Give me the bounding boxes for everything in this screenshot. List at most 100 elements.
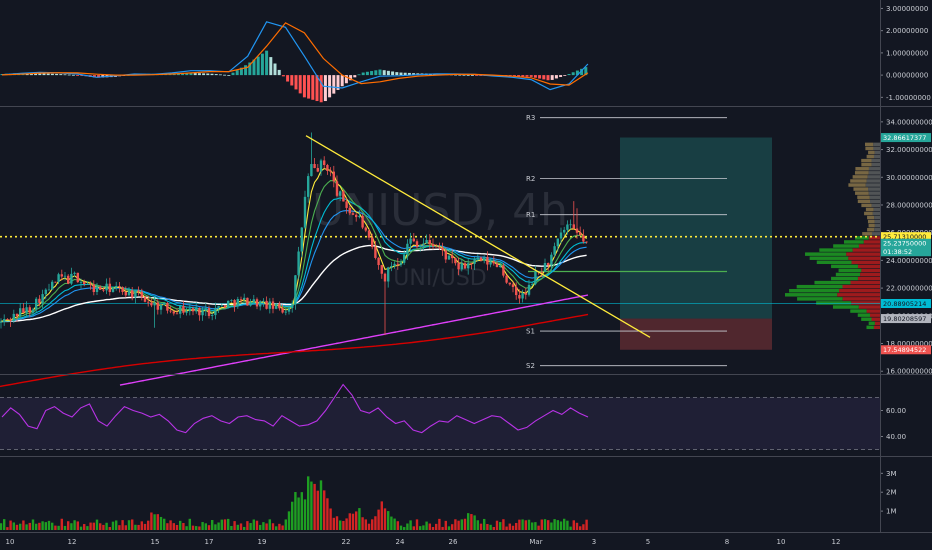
candle-body: [486, 257, 489, 265]
volume-profile-bar: [866, 325, 874, 330]
candle-body: [95, 286, 99, 293]
volume-bar: [441, 526, 444, 530]
price-label: 25.23750000: [881, 238, 931, 248]
volume-bar: [79, 526, 83, 530]
volume-profile-bar: [865, 142, 874, 147]
volume-bar: [505, 526, 508, 530]
candle-body: [111, 287, 115, 293]
volume-bar: [499, 522, 502, 530]
volume-bar: [451, 524, 454, 530]
volume-profile-bar: [868, 236, 880, 240]
candle-body: [63, 275, 67, 277]
candle-body: [278, 303, 281, 309]
candle-body: [313, 164, 316, 169]
volume-profile-bar: [850, 179, 867, 183]
volume-bar: [211, 519, 214, 530]
candle-body: [153, 302, 156, 306]
time-tick-label: 22: [342, 538, 351, 546]
volume-bar: [6, 527, 9, 530]
candle-body: [371, 237, 374, 247]
candle-body: [175, 313, 179, 315]
volume-bar: [307, 476, 310, 530]
volume-bar: [51, 522, 54, 530]
macd-histogram-bar: [181, 73, 185, 76]
volume-profile-bar: [835, 272, 861, 277]
candle-body: [374, 246, 377, 258]
volume-bar: [9, 520, 12, 530]
candle-body: [534, 271, 537, 285]
volume-bar: [387, 511, 390, 530]
candle-body: [495, 263, 499, 268]
candle-body: [355, 214, 358, 218]
candle-body: [182, 305, 185, 313]
candle-body: [262, 300, 265, 302]
macd-histogram-bar: [550, 75, 554, 80]
macd-histogram-bar: [554, 75, 558, 79]
volume-profile-bar: [837, 293, 880, 297]
volume-bar: [310, 481, 313, 530]
volume-bar: [195, 526, 198, 530]
candle-body: [550, 254, 553, 266]
volume-profile-bar: [854, 171, 869, 175]
volume-bar: [31, 519, 35, 530]
volume-profile-bar: [870, 199, 880, 204]
price-label-box: [881, 247, 931, 257]
volume-bar: [559, 521, 563, 530]
price-y-tick: 32.00000000: [886, 146, 932, 154]
candle-body: [511, 284, 515, 288]
time-tick-label: 10: [777, 538, 786, 546]
pivot-label-r1: R1: [526, 211, 535, 219]
candle-body: [521, 293, 524, 299]
price-label: 01:38:52: [881, 247, 931, 257]
volume-profile-bar: [874, 228, 880, 232]
candle-body: [217, 305, 220, 308]
volume-profile-bar: [844, 240, 864, 244]
volume-profile-bar: [874, 321, 880, 326]
volume-profile-bar: [860, 272, 880, 277]
volume-bar: [147, 520, 150, 530]
trendline: [305, 135, 651, 338]
volume-bar: [409, 520, 412, 530]
volume-bar: [140, 521, 143, 530]
candle-body: [399, 262, 403, 265]
volume-bar: [35, 523, 38, 530]
candle-body: [198, 307, 201, 316]
macd-histogram-bar: [323, 75, 327, 102]
candle-body: [470, 263, 473, 265]
candle-body: [201, 310, 204, 316]
volume-bar: [252, 519, 255, 530]
volume-bar: [188, 518, 191, 530]
candle-body: [524, 293, 527, 295]
candle-body: [585, 241, 588, 243]
price-label: 17.54894522: [881, 345, 931, 355]
volume-bar: [412, 526, 415, 530]
macd-histogram-bar: [407, 72, 411, 76]
volume-bar: [383, 508, 387, 530]
candle-body: [47, 289, 51, 291]
volume-bar: [95, 519, 99, 530]
candle-body: [15, 313, 19, 317]
candle-body: [243, 297, 246, 300]
macd-histogram-bar: [386, 70, 390, 76]
candle-body: [211, 315, 214, 316]
candle-body: [367, 230, 371, 238]
volume-profile-bar: [855, 191, 869, 195]
price-y-tick: 34.00000000: [886, 118, 932, 126]
candle-body: [12, 313, 15, 321]
price-label: 32.86617377: [881, 133, 931, 143]
macd-histogram-bar: [244, 65, 248, 76]
time-tick-label: 8: [725, 538, 729, 546]
macd-histogram-bar: [302, 75, 306, 98]
volume-bar: [89, 522, 92, 530]
volume-bar: [227, 518, 230, 530]
candle-body: [489, 261, 492, 265]
volume-y-tick: 3M: [886, 470, 897, 478]
price-label-box: [881, 314, 931, 324]
volume-bar: [425, 521, 428, 530]
volume-bar: [67, 521, 70, 530]
volume-bar: [390, 516, 393, 530]
volume-bar: [377, 509, 380, 530]
volume-bar: [127, 520, 131, 530]
volume-bar: [348, 513, 351, 530]
macd-histogram-bar: [546, 75, 550, 81]
